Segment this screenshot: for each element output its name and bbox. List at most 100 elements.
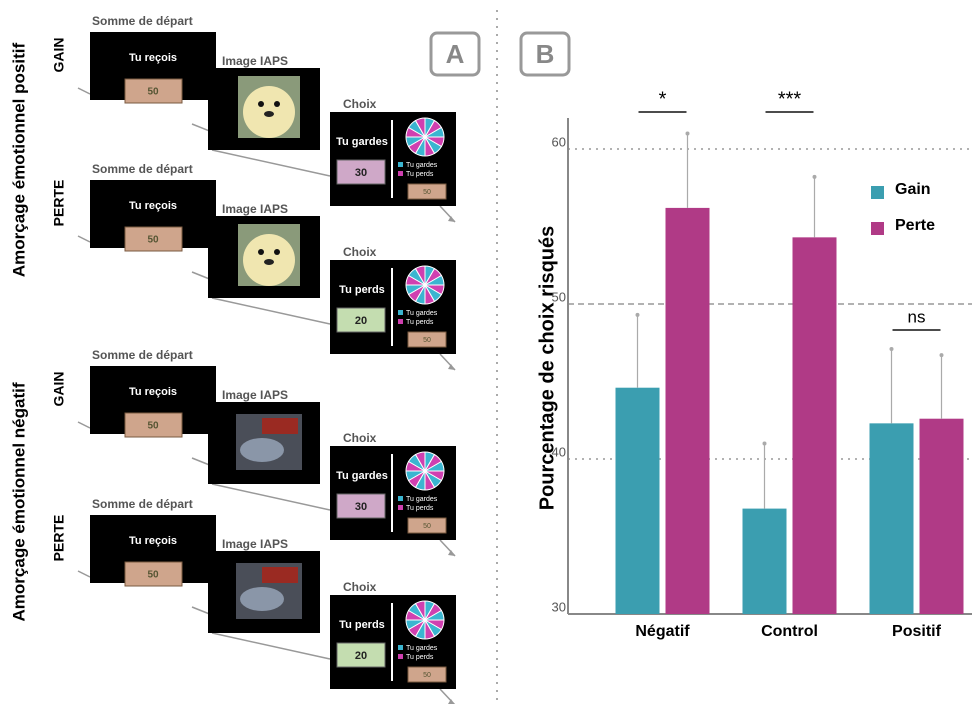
screen-text: Tu perds (339, 284, 385, 296)
screen-text: Tu gardes (336, 470, 388, 482)
significance-label: *** (778, 88, 802, 110)
legend-swatch (871, 186, 884, 199)
x-tick-label: Négatif (635, 623, 690, 640)
screen-title: Image IAPS (222, 202, 288, 216)
condition-label: GAIN (51, 372, 67, 407)
legend-text: Tu gardes (406, 162, 438, 169)
legend-swatch (398, 645, 403, 650)
screen-title: Image IAPS (222, 388, 288, 402)
legend-swatch (398, 654, 403, 659)
trial: GAIN Somme de départ Tu reçois 50 Image IAPS… (51, 348, 456, 557)
x-tick-label: Control (761, 623, 818, 640)
arrow-head (448, 699, 455, 704)
panel-box (429, 31, 481, 77)
bill (336, 159, 386, 185)
bill-amount: 50 (423, 337, 431, 344)
trial: PERTE Somme de départ Tu reçois 50 Image IAP… (51, 162, 456, 371)
bill (407, 331, 447, 348)
y-axis-label: Pourcentage de choix risqués (536, 226, 558, 511)
timeline (211, 297, 331, 325)
wheel-segment (423, 274, 445, 286)
bill-amount: 50 (147, 87, 159, 98)
bill (407, 666, 447, 683)
legend-label: Gain (895, 181, 931, 198)
screen-title: Somme de départ (92, 497, 193, 511)
timeline (211, 149, 331, 177)
screen-text: Tu reçois (129, 535, 177, 547)
screen-title: Choix (343, 245, 377, 259)
bill-amount: 50 (423, 189, 431, 196)
image (274, 101, 280, 107)
bill (124, 226, 183, 252)
timeline (77, 235, 91, 243)
panel-label: B (536, 39, 555, 69)
error-cap (889, 346, 894, 351)
bill (336, 493, 386, 519)
panel-label: A (446, 39, 465, 69)
legend-swatch (398, 496, 403, 501)
bill (407, 183, 447, 200)
legend-text: Tu gardes (406, 645, 438, 652)
bill (407, 517, 447, 534)
bill (124, 78, 183, 104)
image (262, 418, 298, 434)
image (240, 438, 284, 462)
error-cap (939, 353, 944, 358)
legend-swatch (398, 505, 403, 510)
bill-amount: 20 (355, 650, 367, 662)
panel-box (519, 31, 571, 77)
y-tick-label: 30 (552, 599, 566, 614)
arrow-head (448, 550, 455, 556)
screen-title: Choix (343, 97, 377, 111)
screen-text: Tu gardes (336, 136, 388, 148)
screen-title: Somme de départ (92, 14, 193, 28)
timeline (77, 421, 91, 429)
group-label: Amorçage émotionnel négatif (9, 382, 28, 621)
legend-text: Tu perds (406, 171, 434, 178)
image (274, 249, 280, 255)
y-tick-label: 60 (552, 134, 566, 149)
image (258, 101, 264, 107)
screen-title: Choix (343, 580, 377, 594)
bill-amount: 30 (355, 501, 367, 513)
image (264, 259, 274, 265)
image (258, 249, 264, 255)
legend-swatch (398, 171, 403, 176)
legend-text: Tu perds (406, 319, 434, 326)
bill-amount: 50 (423, 523, 431, 530)
wheel-segment (423, 126, 445, 138)
y-tick-label: 50 (552, 289, 566, 304)
bill-amount: 50 (147, 570, 159, 581)
bar (742, 508, 787, 614)
bill (336, 307, 386, 333)
image (264, 111, 274, 117)
error-cap (762, 441, 767, 446)
y-tick-label: 40 (552, 444, 566, 459)
bill-amount: 30 (355, 167, 367, 179)
legend-label: Perte (895, 217, 935, 234)
x-tick-label: Positif (892, 623, 942, 640)
wheel-segment (423, 609, 445, 621)
condition-label: GAIN (51, 38, 67, 73)
legend-text: Tu gardes (406, 310, 438, 317)
image (240, 587, 284, 611)
screen-title: Image IAPS (222, 54, 288, 68)
legend-text: Tu perds (406, 505, 434, 512)
legend-swatch (398, 319, 403, 324)
condition-label: PERTE (51, 515, 67, 562)
trial: PERTE Somme de départ Tu reçois 50 Image IAP… (51, 497, 456, 704)
condition-label: PERTE (51, 180, 67, 227)
bar (869, 423, 914, 614)
bill-amount: 50 (423, 672, 431, 679)
group-label: Amorçage émotionnel positif (9, 43, 28, 278)
bar (615, 387, 660, 614)
screen-text: Tu perds (339, 619, 385, 631)
bill (124, 412, 183, 438)
bill (336, 642, 386, 668)
error-cap (812, 174, 817, 179)
bar (919, 418, 964, 614)
wheel-segment (423, 460, 445, 472)
legend-text: Tu gardes (406, 496, 438, 503)
screen-title: Choix (343, 431, 377, 445)
